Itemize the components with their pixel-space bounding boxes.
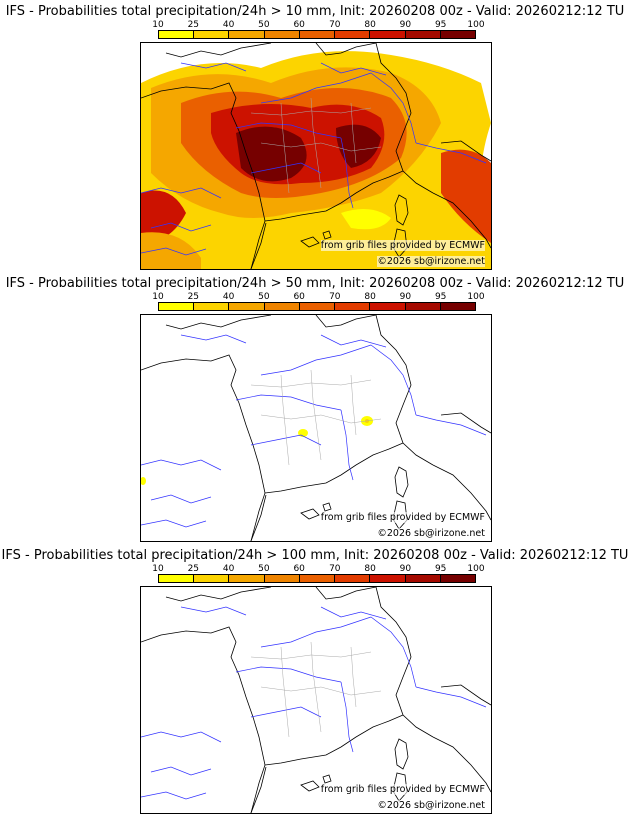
colorbar-swatch [264,31,300,38]
colorbar-swatch [229,31,265,38]
tick-label: 95 [434,292,447,302]
colorbar-swatch [370,303,406,310]
tick-label: 100 [467,20,485,30]
colorbar-legend: 10 25 40 50 60 70 80 90 95 100 [152,20,485,40]
colorbar-swatch [264,575,300,582]
colorbar-ticks: 10 25 40 50 60 70 80 90 95 100 [152,564,484,574]
panel-50mm: IFS - Probabilities total precipitation/… [0,276,630,544]
colorbar-swatch [440,303,475,310]
tick-label: 90 [399,20,412,30]
panel-title: IFS - Probabilities total precipitation/… [5,276,625,291]
tick-label: 40 [222,20,235,30]
colorbar-legend: 10 25 40 50 60 70 80 90 95 100 [152,292,485,312]
colorbar [158,574,476,583]
colorbar-swatch [159,31,195,38]
colorbar-swatch [194,575,230,582]
colorbar-swatch [335,303,371,310]
tick-label: 80 [364,292,376,302]
tick-label: 95 [434,20,447,30]
map-frame: from grib files provided by ECMWF ©2026 … [140,314,492,542]
colorbar-swatch [405,575,441,582]
tick-label: 50 [258,564,270,574]
panel-title: IFS - Probabilities total precipitation/… [1,548,629,563]
colorbar-swatch [194,303,230,310]
copyright: ©2026 sb@irizone.net [377,528,485,539]
precip-field [141,416,373,485]
colorbar-swatch [405,31,441,38]
tick-label: 90 [399,292,412,302]
colorbar-swatch [159,575,195,582]
tick-label: 80 [364,564,376,574]
source-credit: from grib files provided by ECMWF [320,784,485,795]
colorbar-swatch [299,303,336,310]
tick-label: 60 [293,292,305,302]
tick-label: 70 [329,564,341,574]
tick-label: 25 [187,564,200,574]
tick-label: 80 [364,20,376,30]
colorbar-swatch [194,31,230,38]
tick-label: 90 [399,564,412,574]
panel-title: IFS - Probabilities total precipitation/… [5,4,625,19]
colorbar-swatch [370,31,406,38]
colorbar-swatch [440,575,475,582]
tick-label: 95 [434,564,447,574]
colorbar-swatch [229,575,265,582]
colorbar-swatch [159,303,195,310]
source-credit: from grib files provided by ECMWF [320,240,485,251]
tick-label: 40 [222,292,235,302]
colorbar-swatch [299,31,336,38]
tick-label: 50 [258,20,270,30]
map-canvas [141,315,491,541]
colorbar-legend: 10 25 40 50 60 70 80 90 95 100 [152,564,485,584]
colorbar-swatch [335,575,371,582]
copyright: ©2026 sb@irizone.net [377,256,485,267]
colorbar-swatch [440,31,475,38]
colorbar [158,302,476,311]
colorbar-swatch [405,303,441,310]
copyright: ©2026 sb@irizone.net [377,800,485,811]
tick-label: 25 [187,292,200,302]
colorbar [158,30,476,39]
tick-label: 70 [329,20,341,30]
map-canvas [141,587,491,813]
tick-label: 60 [293,20,305,30]
tick-label: 100 [467,292,485,302]
colorbar-swatch [229,303,265,310]
panel-100mm: IFS - Probabilities total precipitation/… [0,548,630,816]
colorbar-swatch [370,575,406,582]
colorbar-ticks: 10 25 40 50 60 70 80 90 95 100 [152,20,484,30]
colorbar-ticks: 10 25 40 50 60 70 80 90 95 100 [152,292,484,302]
tick-label: 10 [152,20,164,30]
panel-10mm: IFS - Probabilities total precipitation/… [0,4,630,272]
precip-field [141,51,491,269]
tick-label: 10 [152,292,164,302]
tick-label: 40 [222,564,235,574]
tick-label: 70 [329,292,341,302]
colorbar-swatch [299,575,336,582]
source-credit: from grib files provided by ECMWF [320,512,485,523]
map-frame: from grib files provided by ECMWF ©2026 … [140,42,492,270]
tick-label: 10 [152,564,164,574]
colorbar-swatch [335,31,371,38]
map-canvas [141,43,491,269]
tick-label: 50 [258,292,270,302]
tick-label: 25 [187,20,200,30]
tick-label: 100 [467,564,485,574]
tick-label: 60 [293,564,305,574]
colorbar-swatch [264,303,300,310]
map-frame: from grib files provided by ECMWF ©2026 … [140,586,492,814]
